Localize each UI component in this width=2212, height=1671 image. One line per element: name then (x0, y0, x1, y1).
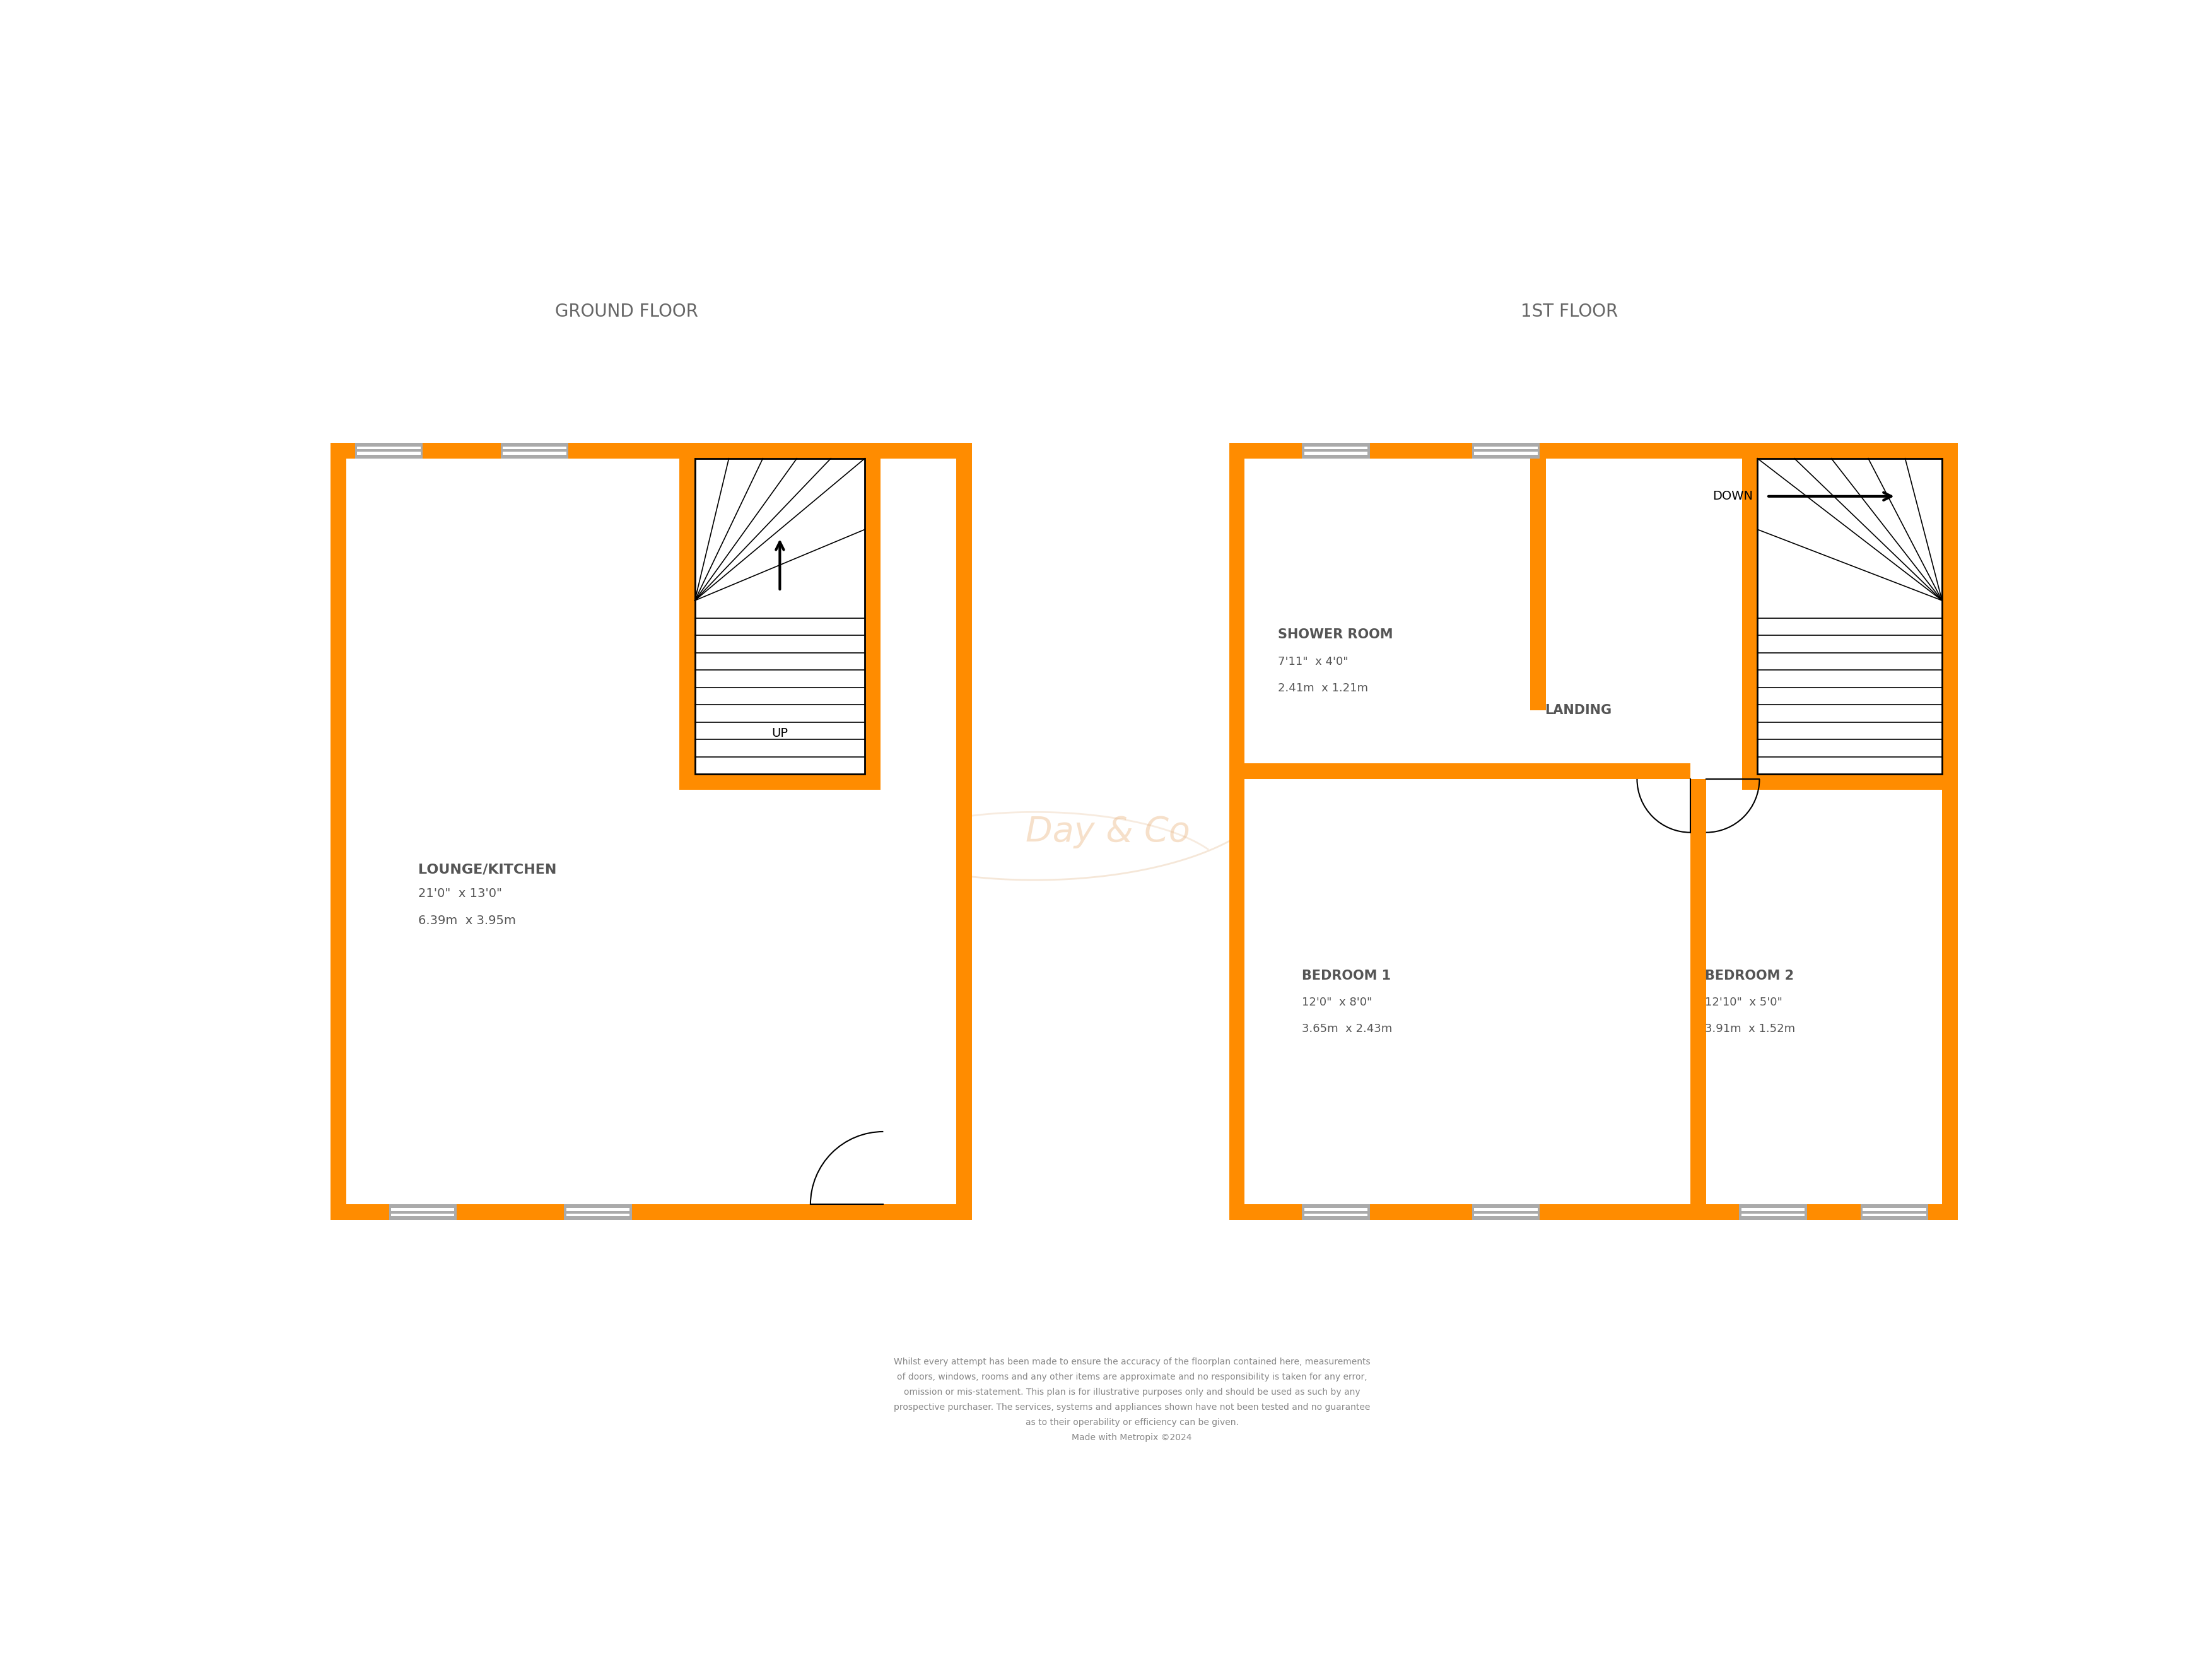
Text: 21'0"  x 13'0": 21'0" x 13'0" (418, 887, 502, 899)
Bar (1305, 1208, 1367, 1211)
Bar (1741, 1208, 1805, 1211)
Bar (566, 1208, 628, 1211)
Bar (354, 443, 422, 458)
Bar (956, 443, 971, 1220)
Bar (1942, 443, 1958, 1220)
Text: BEDROOM 1: BEDROOM 1 (1303, 969, 1391, 983)
Text: 3.65m  x 2.43m: 3.65m x 2.43m (1303, 1023, 1391, 1034)
Text: 3.91m  x 1.52m: 3.91m x 1.52m (1705, 1023, 1796, 1034)
Bar (1471, 1205, 1540, 1220)
Text: BEDROOM 2: BEDROOM 2 (1705, 969, 1794, 983)
Bar (502, 451, 566, 455)
Bar (1245, 458, 1942, 1205)
Bar (1230, 443, 1958, 458)
Text: SHOWER ROOM: SHOWER ROOM (1279, 628, 1394, 642)
Bar (1739, 1205, 1807, 1220)
Text: 12'0"  x 8'0": 12'0" x 8'0" (1303, 998, 1371, 1008)
Text: LANDING: LANDING (1544, 703, 1613, 717)
Bar (345, 458, 956, 1205)
Bar (679, 443, 880, 790)
Bar (1305, 446, 1367, 449)
Bar (330, 443, 345, 1220)
Bar (1743, 443, 1958, 790)
Bar (392, 1208, 453, 1211)
Text: 7'11"  x 4'0": 7'11" x 4'0" (1279, 655, 1347, 667)
Bar (1531, 710, 1546, 764)
Bar (695, 458, 865, 774)
Bar (1863, 1213, 1927, 1216)
Bar (392, 1213, 453, 1216)
Bar (1531, 458, 1546, 779)
Bar (564, 1205, 633, 1220)
Text: 2.41m  x 1.21m: 2.41m x 1.21m (1279, 682, 1367, 693)
Bar (330, 1205, 971, 1220)
Bar (502, 446, 566, 449)
Text: Day & Co: Day & Co (1026, 815, 1190, 849)
Bar (330, 443, 971, 458)
Bar (358, 446, 420, 449)
Bar (1759, 458, 1942, 774)
Bar (1230, 1205, 1958, 1220)
Bar (1303, 443, 1369, 458)
Bar (1475, 446, 1537, 449)
Bar (1475, 1213, 1537, 1216)
Bar (566, 1213, 628, 1216)
Bar (1863, 1208, 1927, 1211)
Bar (1475, 1208, 1537, 1211)
Text: 6.39m  x 3.95m: 6.39m x 3.95m (418, 914, 515, 926)
Bar (1303, 1205, 1369, 1220)
Bar (1230, 443, 1245, 1220)
Bar (1860, 1205, 1929, 1220)
Text: UP: UP (772, 727, 787, 739)
Text: Whilst every attempt has been made to ensure the accuracy of the floorplan conta: Whilst every attempt has been made to en… (894, 1357, 1369, 1442)
Text: GROUND FLOOR: GROUND FLOOR (555, 302, 699, 321)
Bar (1475, 451, 1537, 455)
Text: LOUNGE/KITCHEN: LOUNGE/KITCHEN (418, 862, 557, 876)
Text: 12'10"  x 5'0": 12'10" x 5'0" (1705, 998, 1783, 1008)
Bar (1741, 1213, 1805, 1216)
Bar (500, 443, 568, 458)
Bar (1305, 451, 1367, 455)
Text: 1ST FLOOR: 1ST FLOOR (1520, 302, 1617, 321)
Bar (1305, 1213, 1367, 1216)
Bar (1471, 443, 1540, 458)
Bar (1546, 764, 1690, 779)
Bar (389, 1205, 458, 1220)
Bar (1690, 779, 1705, 1205)
Bar (1759, 458, 1942, 774)
Bar (695, 458, 865, 774)
Bar (1245, 764, 1546, 779)
Text: DOWN: DOWN (1712, 490, 1752, 503)
Bar (358, 451, 420, 455)
